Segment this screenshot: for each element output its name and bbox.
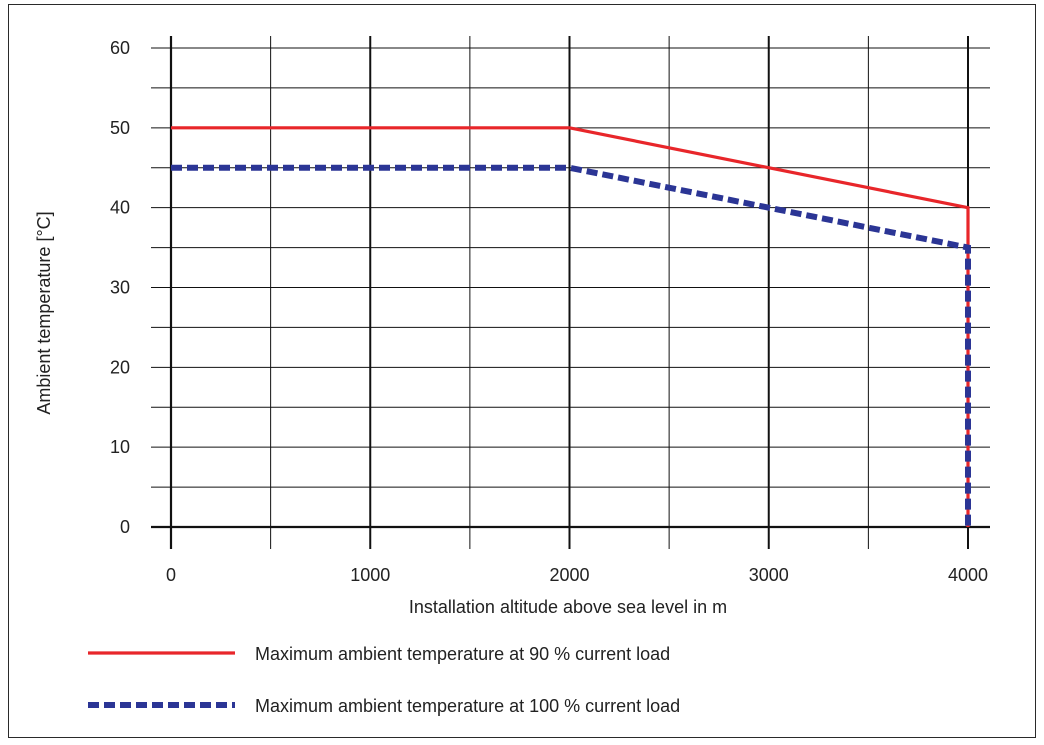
x-tick-label-0: 0: [166, 565, 176, 585]
axes: [151, 36, 990, 549]
x-tick-label-2000: 2000: [549, 565, 589, 585]
x-tick-label-1000: 1000: [350, 565, 390, 585]
y-axis-label: Ambient temperature [°C]: [34, 211, 54, 414]
legend: Maximum ambient temperature at 90 % curr…: [88, 644, 680, 716]
x-axis-label: Installation altitude above sea level in…: [409, 597, 727, 617]
y-tick-label-30: 30: [110, 278, 130, 298]
y-tick-label-50: 50: [110, 118, 130, 138]
tick-labels: 0 1000 2000 3000 4000 0 10 20 30 40 50 60: [110, 38, 988, 585]
y-tick-label-20: 20: [110, 357, 130, 377]
y-tick-label-0: 0: [120, 517, 130, 537]
y-tick-label-60: 60: [110, 38, 130, 58]
series-line-100-percent: [171, 164, 971, 527]
y-tick-label-40: 40: [110, 198, 130, 218]
legend-label-100-percent: Maximum ambient temperature at 100 % cur…: [255, 696, 680, 716]
series-line-90-percent: [171, 126, 970, 527]
grid-lines: [151, 36, 990, 549]
legend-label-90-percent: Maximum ambient temperature at 90 % curr…: [255, 644, 670, 664]
x-tick-label-3000: 3000: [749, 565, 789, 585]
y-tick-label-10: 10: [110, 437, 130, 457]
series-lines: [171, 126, 971, 527]
x-tick-label-4000: 4000: [948, 565, 988, 585]
